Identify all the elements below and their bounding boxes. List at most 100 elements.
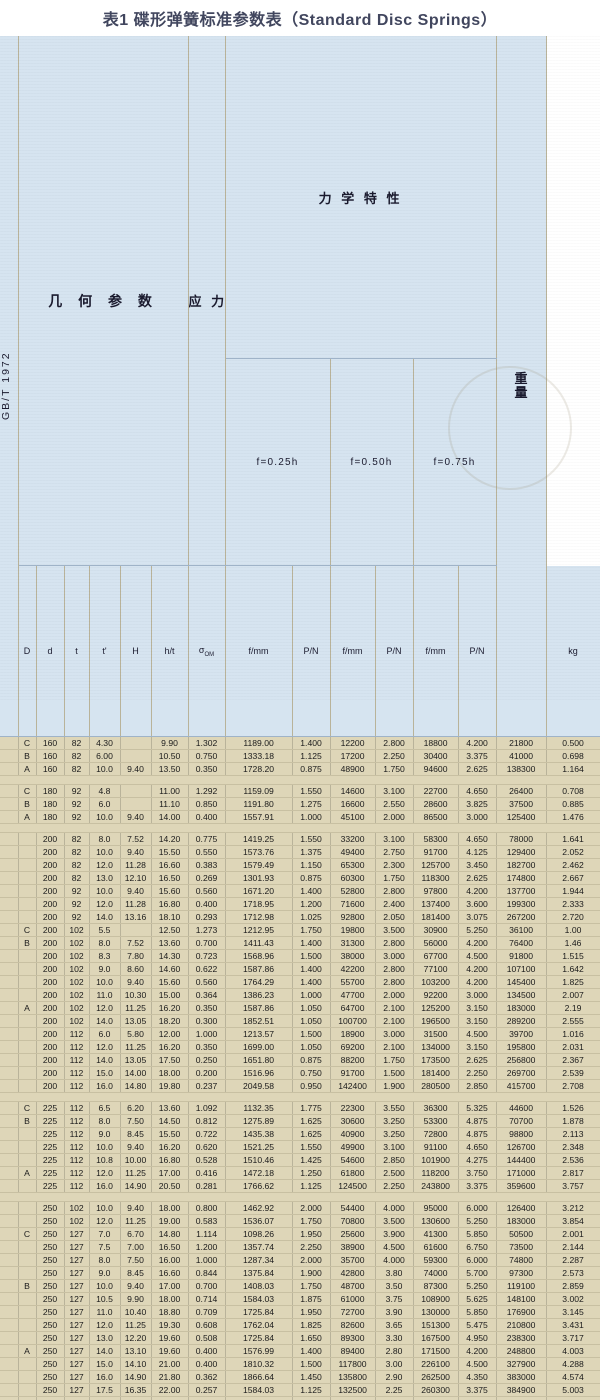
col-head-t: t (64, 566, 89, 737)
row-spine-cell (0, 1293, 18, 1306)
cell-p2: 196500 (413, 1015, 458, 1028)
cell-f1: 1.250 (292, 1167, 330, 1180)
cell-p3: 199300 (496, 898, 546, 911)
cell-H: 16.60 (151, 859, 188, 872)
cell-D: 200 (36, 872, 64, 885)
cell-d: 102 (64, 937, 89, 950)
cell-p1: 52800 (330, 885, 375, 898)
col-head-p-n-1: P/N (292, 566, 330, 737)
cell-D: 225 (36, 1180, 64, 1193)
cell-ht: 0.200 (188, 1067, 225, 1080)
cell-D: 200 (36, 1002, 64, 1015)
cell-H: 16.80 (151, 1154, 188, 1167)
spacer-cell (0, 776, 600, 785)
cell-p3: 182700 (496, 859, 546, 872)
cell-f3: 4.650 (458, 785, 496, 798)
cell-kg: 0.500 (546, 737, 600, 750)
cell-kg: 1.00 (546, 924, 600, 937)
cell-D: 250 (36, 1202, 64, 1215)
cell-H: 18.80 (151, 1306, 188, 1319)
cell-cls (18, 963, 36, 976)
cell-kg: 2.144 (546, 1241, 600, 1254)
page-title: 表1 碟形弹簧标准参数表（Standard Disc Springs） (103, 6, 497, 30)
col-head-f-mm-1: f/mm (225, 566, 292, 737)
cell-kg: 1.515 (546, 950, 600, 963)
cell-p2: 181400 (413, 1067, 458, 1080)
cell-p1: 35700 (330, 1254, 375, 1267)
cell-kg: 3.212 (546, 1202, 600, 1215)
cell-cls (18, 1202, 36, 1215)
cell-sig: 1357.74 (225, 1241, 292, 1254)
table-row-spacer (0, 1193, 600, 1202)
cell-d: 112 (64, 1128, 89, 1141)
cell-p1: 82600 (330, 1319, 375, 1332)
cell-ht: 0.400 (188, 1358, 225, 1371)
cell-f1: 1.625 (292, 1128, 330, 1141)
cell-f1: 1.825 (292, 1319, 330, 1332)
cell-cls (18, 1180, 36, 1193)
cell-p2: 243800 (413, 1180, 458, 1193)
cell-f1: 1.450 (292, 1371, 330, 1384)
cell-p2: 59300 (413, 1254, 458, 1267)
table-header: GB/T 1972 几 何 参 数 应 力 力 学 特 性 重 量 f=0.25… (0, 36, 600, 737)
cell-H: 16.00 (151, 1254, 188, 1267)
cell-f1: 1.400 (292, 885, 330, 898)
cell-kg: 2.536 (546, 1154, 600, 1167)
cell-kg: 4.003 (546, 1345, 600, 1358)
cell-cls (18, 859, 36, 872)
cell-f3: 6.000 (458, 1202, 496, 1215)
cell-f1: 1.500 (292, 1028, 330, 1041)
cell-d: 127 (64, 1384, 89, 1397)
cell-p2: 86500 (413, 811, 458, 824)
cell-f1: 1.400 (292, 963, 330, 976)
cell-p1: 124500 (330, 1180, 375, 1193)
cell-cls: B (18, 1115, 36, 1128)
cell-f2: 1.750 (375, 1054, 413, 1067)
cell-p2: 92200 (413, 989, 458, 1002)
cell-t: 8.0 (89, 1115, 120, 1128)
cell-p2: 30900 (413, 924, 458, 937)
table-row: B2001028.07.5213.600.7001411.431.4003130… (0, 937, 600, 950)
cell-tp: 9.40 (120, 1280, 151, 1293)
cell-sig: 1764.29 (225, 976, 292, 989)
cell-t: 8.3 (89, 950, 120, 963)
cell-kg: 2.001 (546, 1228, 600, 1241)
cell-sig: 1435.38 (225, 1128, 292, 1141)
cell-t: 10.0 (89, 763, 120, 776)
cell-f2: 3.000 (375, 1028, 413, 1041)
cell-f1: 1.050 (292, 1041, 330, 1054)
cell-f2: 2.750 (375, 846, 413, 859)
cell-p3: 384900 (496, 1384, 546, 1397)
row-spine-cell (0, 1358, 18, 1371)
cell-p2: 94600 (413, 763, 458, 776)
cell-tp: 9.90 (120, 1293, 151, 1306)
cell-f3: 3.375 (458, 1384, 496, 1397)
cell-f3: 4.875 (458, 1115, 496, 1128)
cell-sig: 1516.96 (225, 1067, 292, 1080)
cell-ht: 1.000 (188, 1028, 225, 1041)
cell-t: 18.5 (89, 1397, 120, 1400)
cell-kg: 5.289 (546, 1397, 600, 1400)
cell-H: 18.10 (151, 911, 188, 924)
row-spine-cell (0, 1102, 18, 1115)
cell-tp: 13.16 (120, 911, 151, 924)
cell-t: 13.0 (89, 1332, 120, 1345)
cell-tp: 14.80 (120, 1080, 151, 1093)
cell-tp: 9.40 (120, 1141, 151, 1154)
cell-f2: 2.800 (375, 737, 413, 750)
header-weight-line2: 量 (497, 386, 546, 400)
cell-H: 20.50 (151, 1180, 188, 1193)
table-row: 25012716.014.9021.800.3621866.641.450135… (0, 1371, 600, 1384)
cell-p3: 36100 (496, 924, 546, 937)
cell-d: 92 (64, 911, 89, 924)
table-row: A20010212.011.2516.200.3501587.861.05064… (0, 1002, 600, 1015)
cell-f2: 2.100 (375, 1015, 413, 1028)
table-row: 22511210.09.4016.200.6201521.251.5504990… (0, 1141, 600, 1154)
cell-d: 127 (64, 1280, 89, 1293)
table-row: 25012712.011.2519.300.6081762.041.825826… (0, 1319, 600, 1332)
cell-sig: 1411.43 (225, 937, 292, 950)
cell-f2: 3.75 (375, 1293, 413, 1306)
cell-kg: 3.431 (546, 1319, 600, 1332)
cell-p2: 72800 (413, 1128, 458, 1141)
cell-D: 200 (36, 1015, 64, 1028)
